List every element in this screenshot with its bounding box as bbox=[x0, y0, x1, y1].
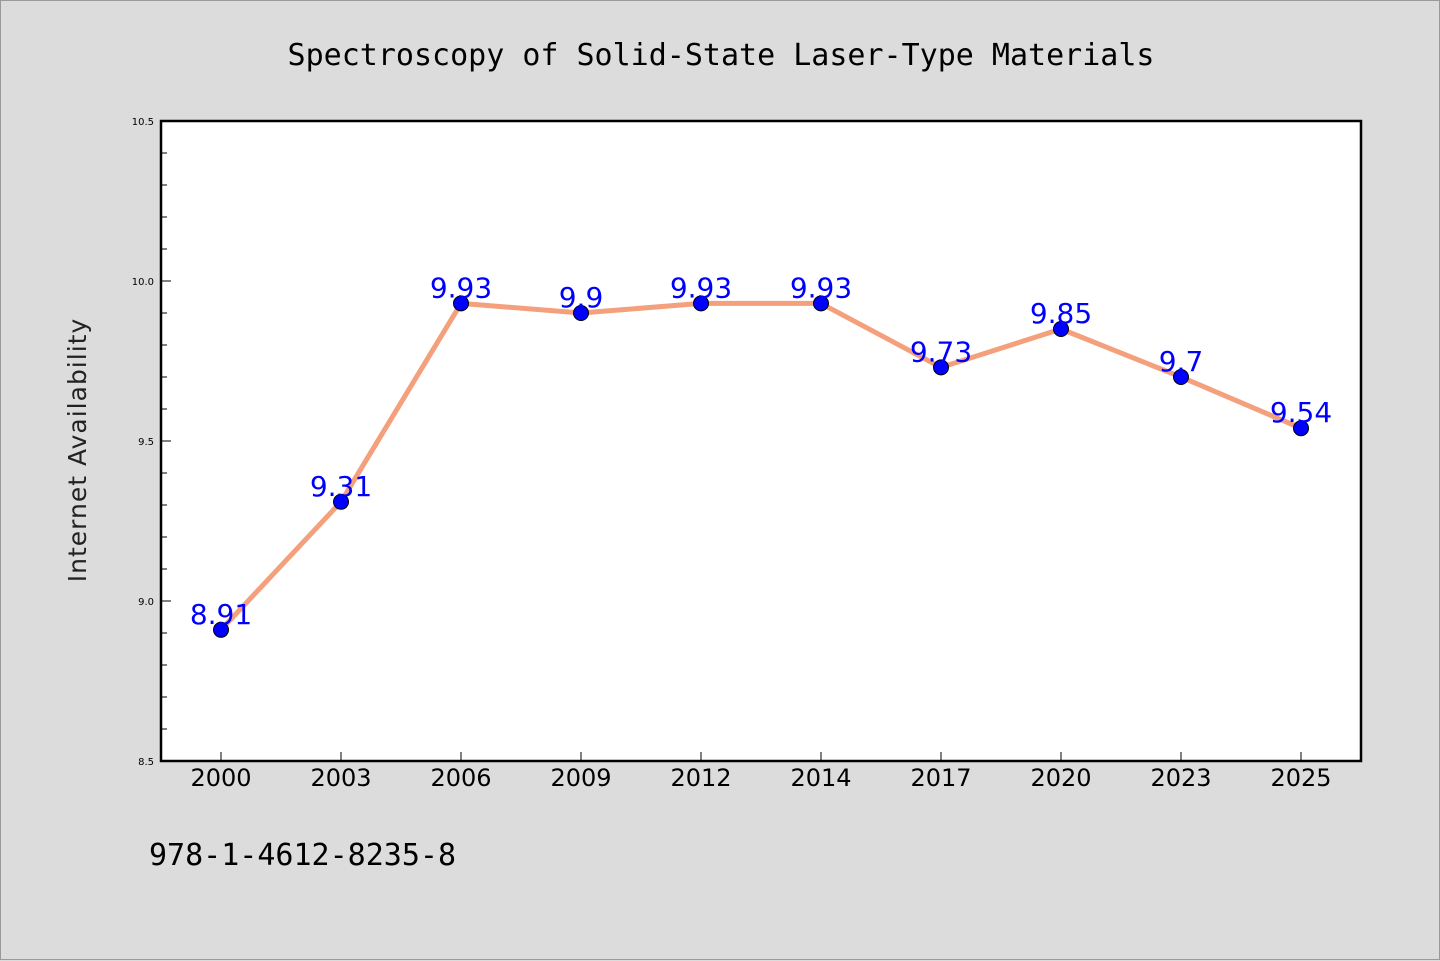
plot-area bbox=[161, 121, 1361, 761]
y-axis-label: Internet Availability bbox=[63, 318, 92, 582]
x-tick-label: 2017 bbox=[910, 764, 971, 792]
x-tick-label: 2023 bbox=[1150, 764, 1211, 792]
x-tick-label: 2009 bbox=[550, 764, 611, 792]
data-label: 9.93 bbox=[670, 271, 732, 304]
data-label: 9.85 bbox=[1030, 297, 1092, 330]
data-point bbox=[933, 359, 949, 376]
x-tick-label: 2006 bbox=[430, 764, 491, 792]
x-tick-label: 2014 bbox=[790, 764, 851, 792]
data-point bbox=[213, 621, 229, 638]
data-label: 9.7 bbox=[1159, 345, 1204, 378]
data-label: 9.73 bbox=[910, 335, 972, 368]
data-point bbox=[453, 295, 469, 312]
y-tick-label: 8.5 bbox=[138, 757, 154, 768]
x-tick-label: 2020 bbox=[1030, 764, 1091, 792]
y-tick-label: 10.0 bbox=[132, 277, 154, 288]
x-tick-label: 2025 bbox=[1270, 764, 1331, 792]
data-label: 8.91 bbox=[190, 598, 252, 631]
plot-frame bbox=[159, 119, 1363, 763]
x-tick-label: 2003 bbox=[310, 764, 371, 792]
x-tick-label: 2000 bbox=[190, 764, 251, 792]
data-label: 9.9 bbox=[559, 281, 604, 314]
data-point bbox=[813, 295, 829, 312]
y-tick-label: 10.5 bbox=[132, 117, 154, 128]
data-point bbox=[333, 493, 349, 510]
y-tick-label: 9.0 bbox=[138, 597, 154, 608]
data-label: 9.54 bbox=[1270, 396, 1332, 429]
series-line bbox=[218, 300, 1304, 633]
data-point bbox=[1173, 369, 1189, 385]
data-label: 9.93 bbox=[430, 271, 492, 304]
isbn-text: 978-1-4612-8235-8 bbox=[149, 838, 456, 873]
x-tick-label: 2012 bbox=[670, 764, 731, 792]
data-point bbox=[1293, 420, 1309, 437]
series-group: 8.91 9.31 9.93 9.9 9.93 9.93 9.73 9.85 9.7 9.54 bbox=[190, 271, 1332, 638]
x-axis-ticks: 2000 2003 2006 2009 2012 2014 2017 2020 2023 2025 bbox=[190, 752, 1332, 792]
data-point bbox=[1053, 321, 1069, 337]
y-tick-label: 9.5 bbox=[138, 437, 154, 448]
data-label: 9.31 bbox=[310, 470, 372, 503]
data-point bbox=[693, 295, 709, 312]
data-point bbox=[573, 305, 589, 321]
data-label: 9.93 bbox=[790, 271, 852, 304]
chart-title: Spectroscopy of Solid-State Laser-Type M… bbox=[288, 38, 1155, 73]
